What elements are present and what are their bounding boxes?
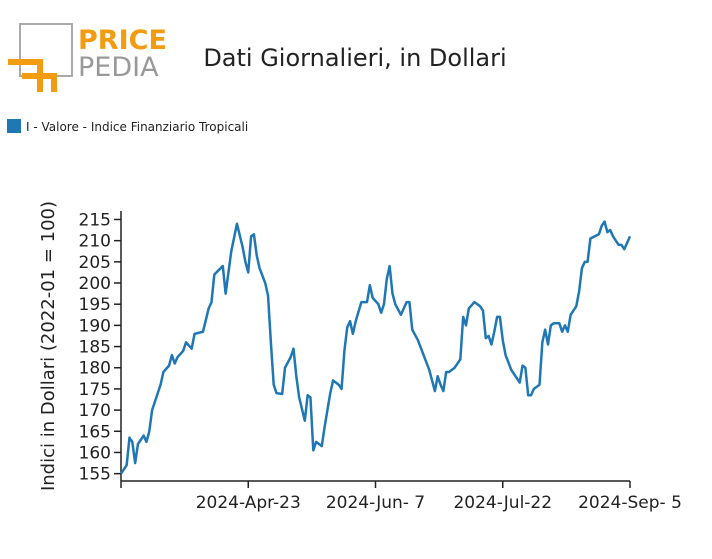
logo-square [19, 23, 73, 77]
data-line [119, 220, 632, 475]
x-tick-label: 2024-Jun- 7 [326, 493, 425, 513]
y-tick-label: 200 [79, 274, 111, 294]
y-tick-label: 160 [79, 443, 111, 463]
x-tick-label: 2024-Sep- 5 [578, 493, 682, 513]
y-tick-label: 205 [79, 253, 111, 273]
x-tick-label: 2024-Apr-23 [196, 493, 301, 513]
logo-mark [8, 59, 57, 92]
y-tick-label: 170 [79, 401, 111, 421]
logo: PRICE PEDIA [8, 23, 167, 92]
chart-title: Dati Giornalieri, in Dollari [203, 44, 506, 72]
y-tick-label: 155 [79, 465, 111, 485]
y-tick-label: 190 [79, 316, 111, 336]
legend-label: I - Valore - Indice Finanziario Tropical… [26, 120, 248, 134]
y-tick-label: 180 [79, 359, 111, 379]
y-tick-label: 210 [79, 232, 111, 252]
logo-bottom: PEDIA [78, 52, 159, 83]
y-axis-label: Indici in Dollari (2022-01 = 100) [38, 201, 59, 491]
y-tick-label: 185 [79, 338, 111, 358]
y-tick-label: 215 [79, 210, 111, 230]
legend-swatch [7, 119, 21, 133]
y-tick-label: 175 [79, 380, 111, 400]
logo-top: PRICE [78, 25, 167, 56]
y-tick-label: 195 [79, 295, 111, 315]
y-tick-label: 165 [79, 422, 111, 442]
x-tick-label: 2024-Jul-22 [453, 493, 552, 513]
